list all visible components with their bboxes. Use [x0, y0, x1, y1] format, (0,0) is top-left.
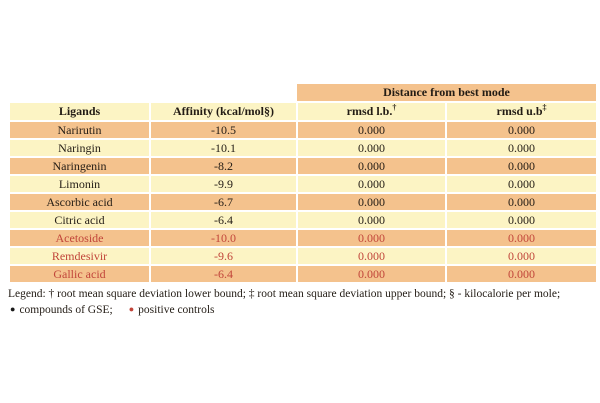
ligand-cell: Citric acid	[10, 210, 150, 229]
table-row: Naringenin -8.2 0.000 0.000	[10, 156, 597, 175]
column-header-ligands: Ligands	[10, 101, 150, 121]
legend-footnotes: Legend: † root mean square deviation low…	[8, 288, 561, 300]
rmsd-lb-cell: 0.000	[296, 210, 446, 229]
column-header-row: Ligands Affinity (kcal/mol§) rmsd l.b.† …	[10, 101, 597, 121]
column-header-affinity: Affinity (kcal/mol§)	[149, 101, 297, 121]
double-dagger-symbol: ‡	[542, 103, 547, 112]
docking-results-table: Distance from best mode Ligands Affinity…	[10, 84, 597, 282]
affinity-cell: -6.7	[149, 192, 297, 211]
rmsd-ub-cell: 0.000	[444, 228, 597, 247]
rmsd-lb-cell: 0.000	[296, 138, 446, 157]
rmsd-ub-cell: 0.000	[444, 192, 597, 211]
rmsd-ub-label: rmsd u.b	[496, 104, 543, 118]
span-header-row: Distance from best mode	[10, 84, 597, 102]
affinity-cell: -9.6	[149, 246, 297, 265]
legend-gse-label: compounds of GSE;	[19, 304, 113, 316]
rmsd-lb-cell: 0.000	[296, 246, 446, 265]
table-row: Ascorbic acid -6.7 0.000 0.000	[10, 192, 597, 211]
rmsd-ub-cell: 0.000	[444, 156, 597, 175]
legend-key: ● compounds of GSE; ● positive controls	[8, 302, 598, 317]
positive-control-bullet-icon: ●	[128, 304, 135, 314]
affinity-cell: -6.4	[149, 210, 297, 229]
column-header-rmsd-lb: rmsd l.b.†	[296, 101, 446, 121]
legend-controls-label: positive controls	[138, 304, 215, 316]
legend-gse: ● compounds of GSE;	[8, 304, 113, 316]
rmsd-lb-label: rmsd l.b.	[346, 104, 393, 118]
ligand-cell: Naringenin	[10, 156, 150, 175]
affinity-cell: -10.1	[149, 138, 297, 157]
table-row: Narirutin -10.5 0.000 0.000	[10, 120, 597, 139]
rmsd-lb-cell: 0.000	[296, 264, 446, 282]
affinity-cell: -9.9	[149, 174, 297, 193]
ligand-cell: Narirutin	[10, 120, 150, 139]
span-header-spacer	[10, 84, 297, 102]
ligand-cell: Acetoside	[10, 228, 150, 247]
table-row: Remdesivir -9.6 0.000 0.000	[10, 246, 597, 265]
table-row: Acetoside -10.0 0.000 0.000	[10, 228, 597, 247]
dagger-symbol: †	[392, 103, 397, 112]
rmsd-ub-cell: 0.000	[444, 210, 597, 229]
rmsd-lb-cell: 0.000	[296, 174, 446, 193]
table-legend: Legend: † root mean square deviation low…	[8, 287, 598, 317]
ligand-cell: Naringin	[10, 138, 150, 157]
ligand-cell: Limonin	[10, 174, 150, 193]
rmsd-ub-cell: 0.000	[444, 246, 597, 265]
gse-bullet-icon: ●	[10, 304, 16, 314]
affinity-cell: -8.2	[149, 156, 297, 175]
rmsd-lb-cell: 0.000	[296, 228, 446, 247]
table-row: Gallic acid -6.4 0.000 0.000	[10, 264, 597, 282]
rmsd-lb-cell: 0.000	[296, 192, 446, 211]
rmsd-ub-cell: 0.000	[444, 174, 597, 193]
rmsd-lb-cell: 0.000	[296, 156, 446, 175]
ligand-cell: Remdesivir	[10, 246, 150, 265]
rmsd-ub-cell: 0.000	[444, 120, 597, 139]
ligand-cell: Ascorbic acid	[10, 192, 150, 211]
rmsd-ub-cell: 0.000	[444, 138, 597, 157]
legend-controls: ● positive controls	[127, 304, 215, 316]
table-row: Citric acid -6.4 0.000 0.000	[10, 210, 597, 229]
ligand-cell: Gallic acid	[10, 264, 150, 282]
table-row: Limonin -9.9 0.000 0.000	[10, 174, 597, 193]
affinity-cell: -6.4	[149, 264, 297, 282]
table-row: Naringin -10.1 0.000 0.000	[10, 138, 597, 157]
rmsd-ub-cell: 0.000	[444, 264, 597, 282]
affinity-cell: -10.5	[149, 120, 297, 139]
span-header-distance: Distance from best mode	[297, 84, 597, 102]
column-header-rmsd-ub: rmsd u.b‡	[444, 101, 597, 121]
affinity-cell: -10.0	[149, 228, 297, 247]
rmsd-lb-cell: 0.000	[296, 120, 446, 139]
